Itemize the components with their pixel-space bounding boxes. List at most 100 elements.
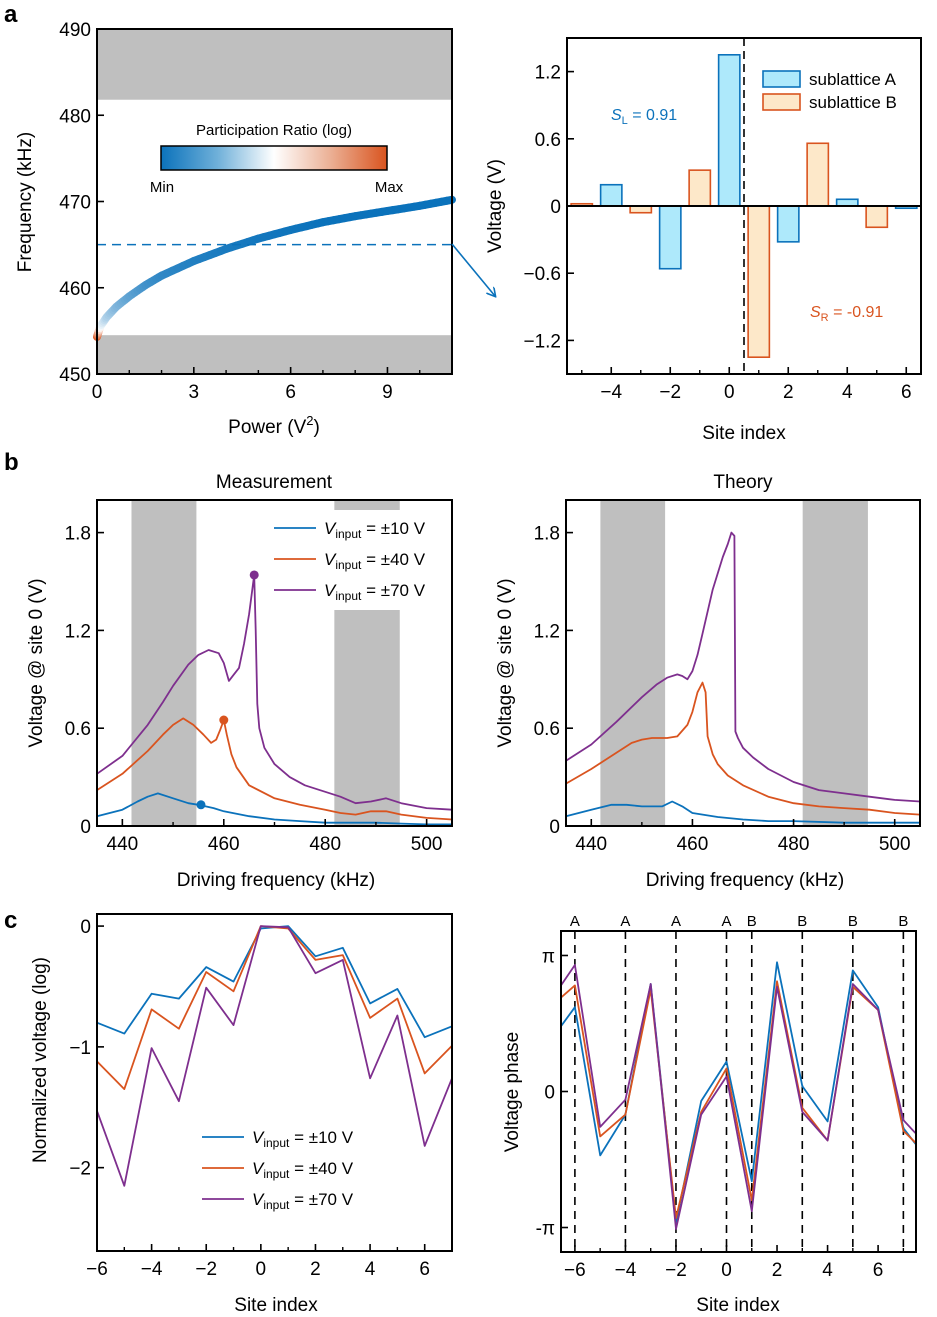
y-tick-label: −0.6 [523, 264, 561, 285]
x-tick-labels: 440 460 480 500 [107, 834, 443, 855]
series-lines [560, 961, 917, 1230]
bandgap-band [131, 500, 197, 826]
y-tick-labels: 0 0.6 1.2 1.8 [534, 524, 560, 838]
annotation-s-left: SL = 0.91 [611, 107, 677, 127]
y-tick-label: 0.6 [535, 130, 561, 151]
x-tick-label: 3 [189, 382, 200, 403]
legend-subscript: input [335, 589, 362, 603]
series-line-1 [96, 925, 453, 1090]
y-tick-labels: 0 0.6 1.2 1.8 [65, 524, 91, 838]
bandgap-band [97, 29, 452, 100]
y-tick-label: 1.8 [65, 524, 91, 545]
legend-value: = ±70 V [289, 1190, 353, 1209]
y-tick-label: 0 [80, 817, 91, 838]
x-tick-label: 2 [772, 1260, 783, 1281]
y-tick-label: −1 [69, 1038, 91, 1059]
panel-title: Measurement [216, 472, 333, 493]
legend-value: = ±40 V [361, 550, 425, 569]
y-tick-label: 0 [550, 197, 561, 218]
y-axis-label: Normalized voltage (log) [30, 957, 51, 1163]
y-tick-label: 460 [59, 279, 91, 300]
bandgap-band [802, 500, 868, 826]
y-tick-label: 1.2 [535, 63, 561, 84]
x-tick-labels: 440 460 480 500 [575, 834, 910, 855]
colorbar-title: Participation Ratio (log) [196, 122, 352, 139]
panel-b-theory: Theory 440 460 480 500 0 0.6 1.2 1.8 Driving f… [495, 472, 921, 891]
plot-frame [560, 930, 917, 1253]
peak-marker-1 [219, 715, 229, 725]
x-tick-label: 500 [879, 834, 911, 855]
legend-subscript: input [335, 527, 362, 541]
y-tick-label: −1.2 [523, 331, 561, 352]
bar-site-3 [806, 142, 830, 207]
plot-frame [566, 37, 922, 375]
x-axis-label: Driving frequency (kHz) [646, 870, 845, 891]
link-arrow [451, 243, 495, 296]
legend-background [268, 510, 448, 610]
y-tick-label: 0.6 [534, 719, 560, 740]
y-tick-labels: −1.2 −0.6 0 0.6 1.2 [523, 63, 561, 353]
plot-frame [565, 499, 921, 827]
series-line-2 [96, 925, 453, 1187]
bandgap-band [97, 335, 452, 374]
x-axis-label: Site index [696, 1295, 780, 1316]
x-tick-label: −6 [86, 1259, 108, 1280]
bar-site--1 [688, 169, 712, 207]
x-tick-label: 9 [382, 382, 393, 403]
peak-markers [196, 570, 259, 810]
series-lines [96, 925, 453, 1187]
y-tick-labels: −2 −1 0 [69, 917, 91, 1180]
sublattice-label: A [620, 913, 630, 930]
bar-site--3 [629, 205, 653, 214]
sublattice-label: A [570, 913, 580, 930]
x-tick-label: 6 [285, 382, 296, 403]
legend-subscript: input [335, 558, 362, 572]
y-axis-label: Voltage (V) [485, 159, 506, 253]
x-tick-label: 0 [724, 382, 735, 403]
legend-label-2: Vinput = ±70 V [252, 1190, 354, 1212]
sublattice-label: B [848, 913, 858, 930]
legend-symbol: V [324, 550, 337, 569]
legend-value: = ±10 V [289, 1128, 353, 1147]
x-tick-label: 460 [677, 834, 709, 855]
sublattice-label: B [898, 913, 908, 930]
x-tick-label: 500 [411, 834, 443, 855]
series-line-0 [560, 961, 917, 1223]
series-lines [565, 531, 921, 824]
series-line-2 [565, 531, 921, 803]
panel-letter-c: c [4, 907, 17, 934]
x-tick-label: −4 [600, 382, 622, 403]
y-axis-label: Frequency (kHz) [15, 132, 36, 272]
x-tick-label: −2 [659, 382, 681, 403]
y-tick-label: 0 [549, 817, 560, 838]
bar-site--4 [599, 183, 623, 207]
peak-marker-2 [249, 570, 259, 580]
y-tick-label: 450 [59, 365, 91, 386]
y-axis-label: Voltage phase [502, 1032, 523, 1152]
y-tick-label: 470 [59, 193, 91, 214]
legend-symbol: V [324, 581, 337, 600]
sublattice-label: B [747, 913, 757, 930]
legend-symbol: V [324, 519, 337, 538]
bar-site--2 [658, 205, 682, 270]
x-tick-label: −2 [195, 1259, 217, 1280]
legend-label-0: Vinput = ±10 V [252, 1128, 354, 1150]
series-line-2 [560, 964, 917, 1230]
y-tick-label: 0 [544, 1083, 555, 1104]
sublattice-label: A [721, 913, 731, 930]
x-tick-labels: −4 −2 0 2 4 6 [600, 382, 911, 403]
x-tick-label: 4 [365, 1259, 376, 1280]
x-tick-labels: −6 −4 −2 0 2 4 6 [564, 1260, 883, 1281]
panel-b-measurement: Measurement 440 460 480 500 0 0.6 1.2 1.8 Driv… [26, 472, 453, 891]
x-tick-label: 0 [92, 382, 103, 403]
legend-swatch-a [762, 70, 801, 88]
x-axis-label: Site index [234, 1295, 318, 1316]
y-axis-label: Voltage @ site 0 (V) [495, 578, 516, 747]
bandgap-bands [600, 500, 868, 826]
x-tick-label: 480 [778, 834, 810, 855]
y-axis-label: Voltage @ site 0 (V) [26, 578, 47, 747]
y-tick-label: −2 [69, 1159, 91, 1180]
